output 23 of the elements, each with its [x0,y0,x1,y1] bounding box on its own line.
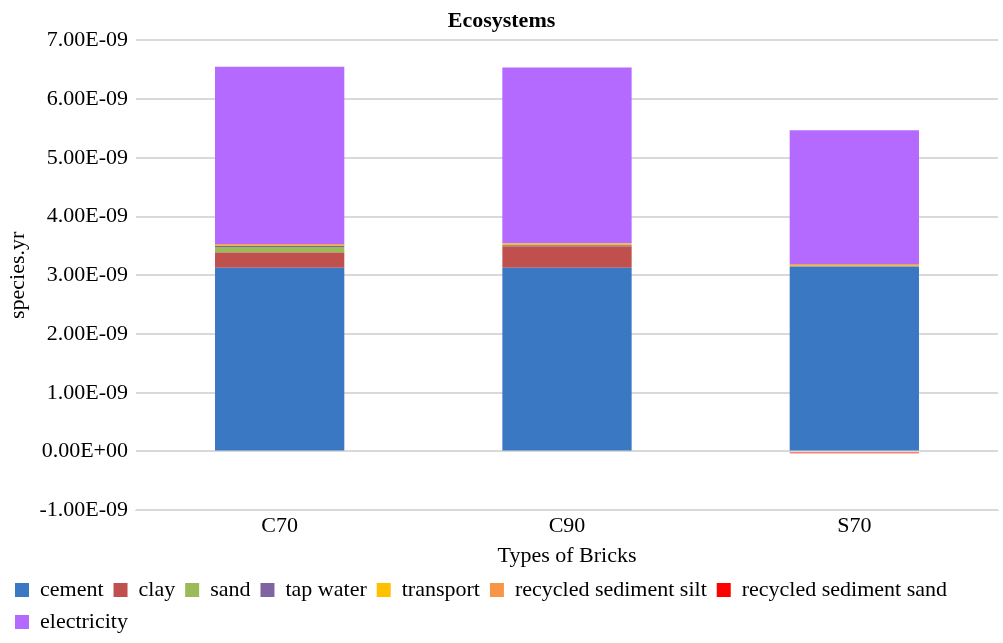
y-axis-title: species.yr [3,230,29,319]
y-tick-label: 3.00E-09 [46,261,128,287]
y-tick-label: 4.00E-09 [46,202,128,228]
legend-label: cement [40,575,104,601]
y-tick-label: 6.00E-09 [46,84,128,110]
legend-label: recycled sediment sand [741,575,948,601]
legend-label: sand [210,575,251,601]
chart-title: Ecosystems [447,6,556,32]
y-tick-label: 0.00E+00 [41,437,128,463]
y-tick-label: 5.00E-09 [46,143,128,169]
y-tick-label: 2.00E-09 [46,319,128,345]
y-tick-label: 1.00E-09 [46,378,128,404]
x-axis-title: Types of Bricks [497,541,637,567]
legend-label: transport [401,575,480,601]
y-tick-label: -1.00E-09 [39,495,128,521]
legend-label: tap water [285,575,368,601]
x-tick-label: C90 [548,512,586,538]
legend-label: clay [138,575,176,601]
legend-label: electricity [40,607,128,633]
legend-label: recycled sediment silt [514,575,707,601]
x-tick-label: S70 [837,512,872,538]
x-tick-label: C70 [261,512,298,538]
y-tick-label: 7.00E-09 [46,26,128,52]
